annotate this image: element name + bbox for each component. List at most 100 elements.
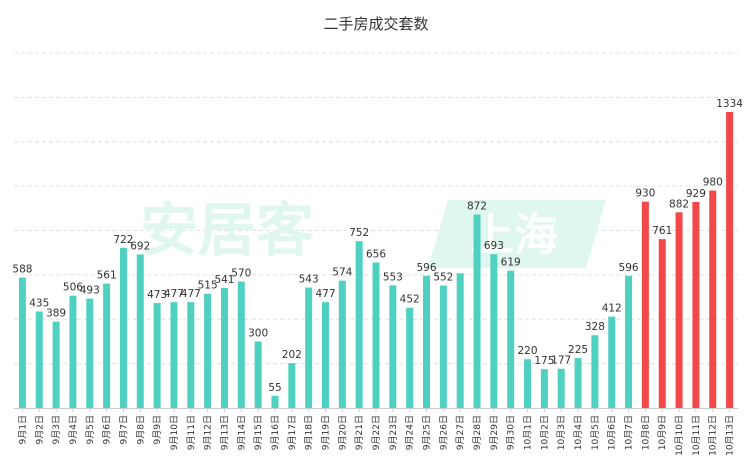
data-label: 493 xyxy=(80,285,100,297)
bar xyxy=(35,311,43,408)
x-tick-label: 9月10日 xyxy=(169,415,180,450)
bar xyxy=(204,293,212,408)
data-label: 515 xyxy=(198,280,218,292)
data-label: 477 xyxy=(315,288,335,300)
bar xyxy=(658,239,666,408)
x-tick-label: 10月12日 xyxy=(708,415,719,456)
data-label: 929 xyxy=(686,188,706,200)
bar xyxy=(220,287,228,408)
data-label: 752 xyxy=(349,227,369,239)
bar xyxy=(625,275,633,408)
bar xyxy=(271,395,279,408)
data-label: 722 xyxy=(113,234,133,246)
bar xyxy=(726,112,734,409)
data-label: 553 xyxy=(383,271,403,283)
x-tick-labels: 9月1日 9月2日 9月3日 9月4日 9月5日 9月6日 9月7日 9月8日 9月9日 9月10… xyxy=(17,408,736,456)
data-label: 692 xyxy=(130,240,150,252)
bar xyxy=(439,285,447,408)
data-label: 477 xyxy=(164,288,184,300)
x-tick-label: 10月1日 xyxy=(523,415,534,450)
x-tick-label: 9月24日 xyxy=(405,415,416,450)
bar xyxy=(170,302,178,408)
bar xyxy=(675,212,683,408)
grid-lines xyxy=(14,52,738,365)
bar xyxy=(355,241,363,408)
data-label: 435 xyxy=(29,297,49,309)
watermark-badge xyxy=(428,200,606,268)
x-tick-label: 10月13日 xyxy=(725,415,736,456)
x-tick-label: 10月6日 xyxy=(607,415,618,450)
data-label: 225 xyxy=(568,344,588,356)
bar xyxy=(18,277,26,408)
data-labels: 5884353895064935617226924734774775155415… xyxy=(12,98,743,394)
x-tick-label: 9月13日 xyxy=(219,415,230,450)
x-tick-label: 9月21日 xyxy=(354,415,365,450)
x-tick-label: 9月27日 xyxy=(455,415,466,450)
bar xyxy=(338,280,346,408)
x-tick-label: 9月20日 xyxy=(337,415,348,450)
data-label: 220 xyxy=(518,345,538,357)
watermark-text: 安居客 xyxy=(140,196,314,264)
chart-title: 二手房成交套数 xyxy=(323,15,428,33)
data-label: 561 xyxy=(97,270,117,282)
data-label: 328 xyxy=(585,321,605,333)
bar xyxy=(692,201,700,408)
bar xyxy=(608,316,616,408)
bar xyxy=(52,321,60,408)
data-label: 980 xyxy=(703,177,723,189)
bar xyxy=(557,368,565,408)
x-tick-label: 9月14日 xyxy=(236,415,247,450)
x-tick-label: 9月12日 xyxy=(203,415,214,450)
data-label: 552 xyxy=(433,272,453,284)
watermark: 安居客 上海 xyxy=(140,196,606,268)
x-tick-label: 9月26日 xyxy=(438,415,449,450)
data-label: 930 xyxy=(635,188,655,200)
data-label: 761 xyxy=(652,225,672,237)
bar xyxy=(456,273,464,408)
bar xyxy=(423,275,431,408)
data-label: 693 xyxy=(484,240,504,252)
data-label: 596 xyxy=(619,262,639,274)
bar xyxy=(136,254,144,408)
bar xyxy=(406,307,414,408)
x-tick-label: 9月19日 xyxy=(320,415,331,450)
x-tick-label: 9月7日 xyxy=(118,415,129,444)
bar xyxy=(254,341,262,408)
bar xyxy=(591,335,599,408)
x-tick-label: 9月6日 xyxy=(102,415,113,444)
x-tick-label: 9月4日 xyxy=(68,415,79,444)
bars xyxy=(18,112,734,409)
data-label: 300 xyxy=(248,327,268,339)
x-tick-label: 9月25日 xyxy=(422,415,433,450)
bar xyxy=(540,369,548,408)
data-label: 596 xyxy=(416,262,436,274)
x-tick-label: 9月3日 xyxy=(51,415,62,444)
x-tick-label: 10月10日 xyxy=(674,415,685,456)
bar xyxy=(305,287,313,408)
x-tick-label: 10月11日 xyxy=(691,415,702,456)
bar xyxy=(288,363,296,408)
bar xyxy=(490,254,498,408)
data-label: 452 xyxy=(400,294,420,306)
x-tick-label: 9月17日 xyxy=(287,415,298,450)
x-tick-label: 9月30日 xyxy=(506,415,517,450)
bar xyxy=(709,190,717,408)
x-tick-label: 9月8日 xyxy=(135,415,146,444)
x-tick-label: 10月5日 xyxy=(590,415,601,450)
x-tick-label: 9月2日 xyxy=(34,415,45,444)
data-label: 177 xyxy=(551,355,571,367)
x-tick-label: 9月28日 xyxy=(472,415,483,450)
data-label: 588 xyxy=(12,264,32,276)
bar xyxy=(69,295,77,408)
x-tick-label: 9月15日 xyxy=(253,415,264,450)
data-label: 506 xyxy=(63,282,83,294)
bar xyxy=(524,359,532,408)
data-label: 543 xyxy=(299,274,319,286)
data-label: 882 xyxy=(669,198,689,210)
x-tick-label: 9月16日 xyxy=(270,415,281,450)
data-label: 541 xyxy=(214,274,234,286)
data-label: 389 xyxy=(46,308,66,320)
data-label: 412 xyxy=(602,303,622,315)
data-label: 55 xyxy=(268,382,281,394)
